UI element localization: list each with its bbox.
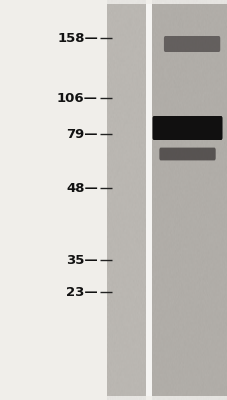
Text: 106—: 106—	[57, 92, 98, 104]
Bar	[145, 4, 151, 396]
Text: 35—: 35—	[66, 254, 98, 266]
Text: 48—: 48—	[66, 182, 98, 194]
FancyBboxPatch shape	[163, 36, 219, 52]
Text: 79—: 79—	[66, 128, 98, 140]
FancyBboxPatch shape	[152, 116, 222, 140]
Text: 23—: 23—	[66, 286, 98, 298]
Text: 158—: 158—	[57, 32, 98, 44]
FancyBboxPatch shape	[159, 148, 215, 160]
Bar	[107, 4, 145, 396]
Bar	[151, 4, 227, 396]
